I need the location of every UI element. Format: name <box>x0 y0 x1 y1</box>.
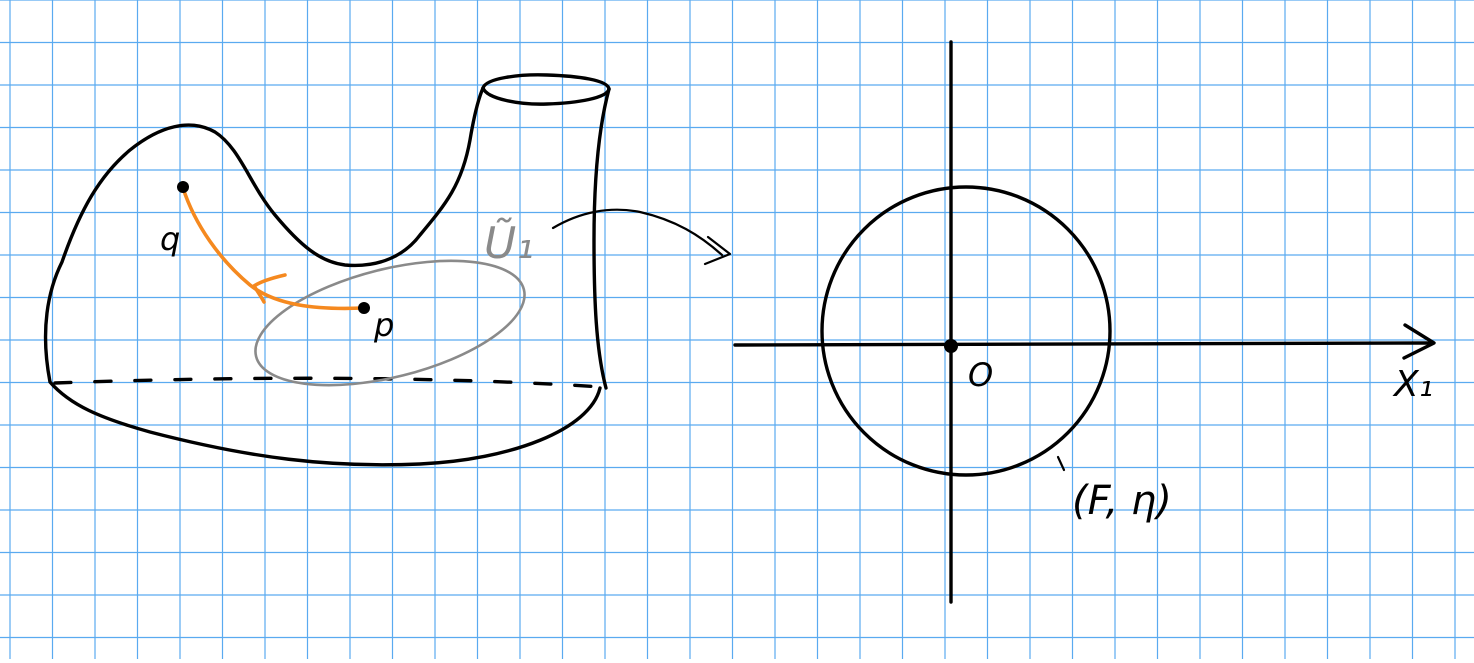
frame-label: (F, η) <box>1072 478 1172 524</box>
tube-right-side <box>592 87 611 390</box>
tube-rim-front <box>481 86 611 106</box>
horizontal-axis <box>733 341 1434 347</box>
hidden-bottom-edge <box>53 376 604 389</box>
neighborhood-label: Ũ₁ <box>484 217 534 269</box>
path-arrowhead <box>252 273 287 304</box>
origin-point <box>944 339 958 353</box>
tube-rim-back <box>481 73 611 91</box>
frame-tick <box>1056 455 1066 472</box>
map-arrow <box>551 208 724 257</box>
surface-outline <box>43 86 602 467</box>
horizontal-axis-arrowhead <box>1402 323 1436 360</box>
point-q-label: q <box>160 220 180 258</box>
path-curve <box>181 186 365 311</box>
origin-label: O <box>968 356 993 394</box>
axis-label: X₁ <box>1392 364 1433 405</box>
point-p <box>358 302 370 314</box>
surface <box>43 73 611 467</box>
map-arrow-head <box>703 235 732 266</box>
disk-boundary <box>820 185 1112 477</box>
point-q <box>177 181 189 193</box>
point-p-label: p <box>373 306 394 344</box>
neighborhood-ellipse <box>254 259 526 387</box>
